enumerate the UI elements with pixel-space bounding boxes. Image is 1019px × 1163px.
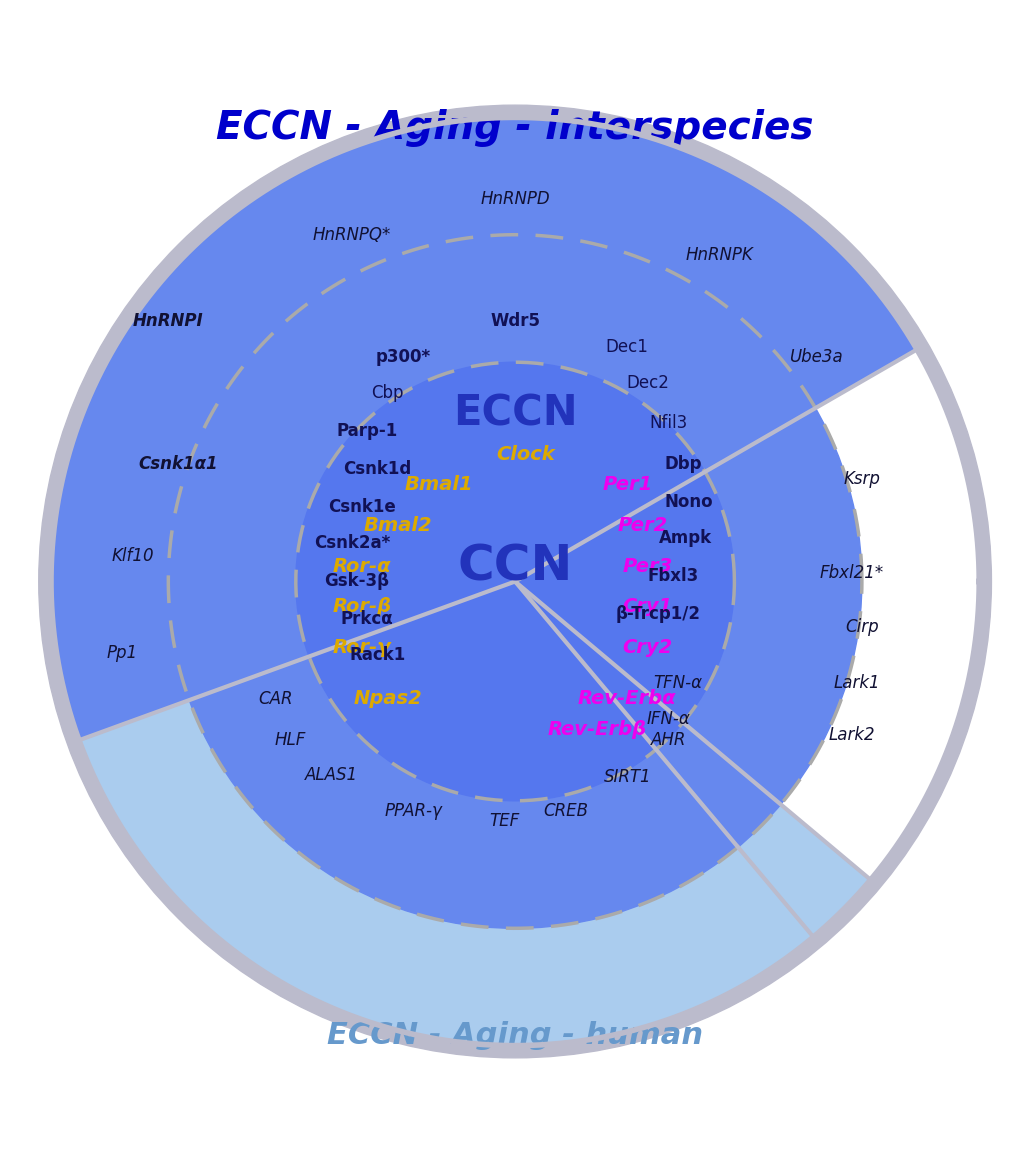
Text: Nfil3: Nfil3 [648,414,687,433]
Text: CCN: CCN [457,542,573,590]
Text: Cry2: Cry2 [622,638,673,657]
Text: Lark1: Lark1 [833,675,879,692]
Text: ECCN: ECCN [452,392,577,434]
Text: HLF: HLF [275,730,306,749]
Text: Per3: Per3 [622,557,673,576]
Text: HnRNPQ*: HnRNPQ* [313,226,390,244]
Text: Clock: Clock [495,444,554,464]
Text: Gsk-3β: Gsk-3β [324,572,389,591]
Text: Fbxl3: Fbxl3 [647,568,698,585]
Text: Csnk1e: Csnk1e [328,498,395,516]
Text: Parp-1: Parp-1 [336,421,397,440]
Text: Cry1: Cry1 [622,598,673,616]
Text: HnRNPK: HnRNPK [685,247,752,264]
Text: Csnk1d: Csnk1d [343,461,411,478]
Text: Ampk: Ampk [658,529,711,547]
Text: Dec1: Dec1 [605,338,648,356]
Wedge shape [515,349,978,937]
Text: Bmal2: Bmal2 [363,516,432,535]
Text: ALAS1: ALAS1 [305,766,358,784]
Text: ECCN - Aging - human: ECCN - Aging - human [327,1021,702,1050]
Text: TFN-α: TFN-α [653,675,702,692]
Text: TEF: TEF [489,812,520,830]
Text: Klf10: Klf10 [111,547,154,565]
Circle shape [39,105,990,1058]
Text: β-Trcp1/2: β-Trcp1/2 [614,605,700,623]
Text: Csnk2a*: Csnk2a* [314,534,389,551]
Text: IFN-α: IFN-α [645,711,690,728]
Text: ECCN - Aging - interspecies: ECCN - Aging - interspecies [216,108,813,147]
Text: Pp1: Pp1 [107,644,138,662]
Text: Wdr5: Wdr5 [489,313,540,330]
Circle shape [51,117,978,1046]
Text: Bmal1: Bmal1 [404,476,473,494]
Text: Rack1: Rack1 [348,645,406,664]
Circle shape [296,362,734,801]
Text: Cbp: Cbp [371,384,404,401]
Text: Dbp: Dbp [664,455,701,473]
Text: CREB: CREB [543,802,588,820]
Text: HnRNPI: HnRNPI [132,313,204,330]
Text: Ror-β: Ror-β [332,598,391,616]
Text: Rev-Erbα: Rev-Erbα [578,690,676,708]
Wedge shape [78,582,870,1046]
Text: SIRT1: SIRT1 [603,769,650,786]
Text: Per1: Per1 [601,476,652,494]
Text: Cirp: Cirp [845,619,877,636]
Text: Npas2: Npas2 [353,690,422,708]
Text: HnRNPD: HnRNPD [480,190,549,208]
Text: PPAR-γ: PPAR-γ [384,802,441,820]
Text: p300*: p300* [375,348,430,366]
Circle shape [168,235,861,928]
Text: Csnk1α1: Csnk1α1 [139,455,218,473]
Text: Ror-α: Ror-α [332,557,391,576]
Text: Nono: Nono [663,493,712,511]
Text: Dec2: Dec2 [626,373,668,392]
Text: Per2: Per2 [616,516,667,535]
Text: Ksrp: Ksrp [843,471,879,488]
Text: Prkcα: Prkcα [340,611,393,628]
Text: Fbxl21*: Fbxl21* [819,564,882,583]
Text: AHR: AHR [650,730,685,749]
Text: Ror-γ: Ror-γ [332,638,391,657]
Text: Lark2: Lark2 [827,726,874,743]
Text: Ube3a: Ube3a [789,348,842,366]
Text: CAR: CAR [258,690,292,708]
Text: Rev-Erbβ: Rev-Erbβ [546,720,646,739]
